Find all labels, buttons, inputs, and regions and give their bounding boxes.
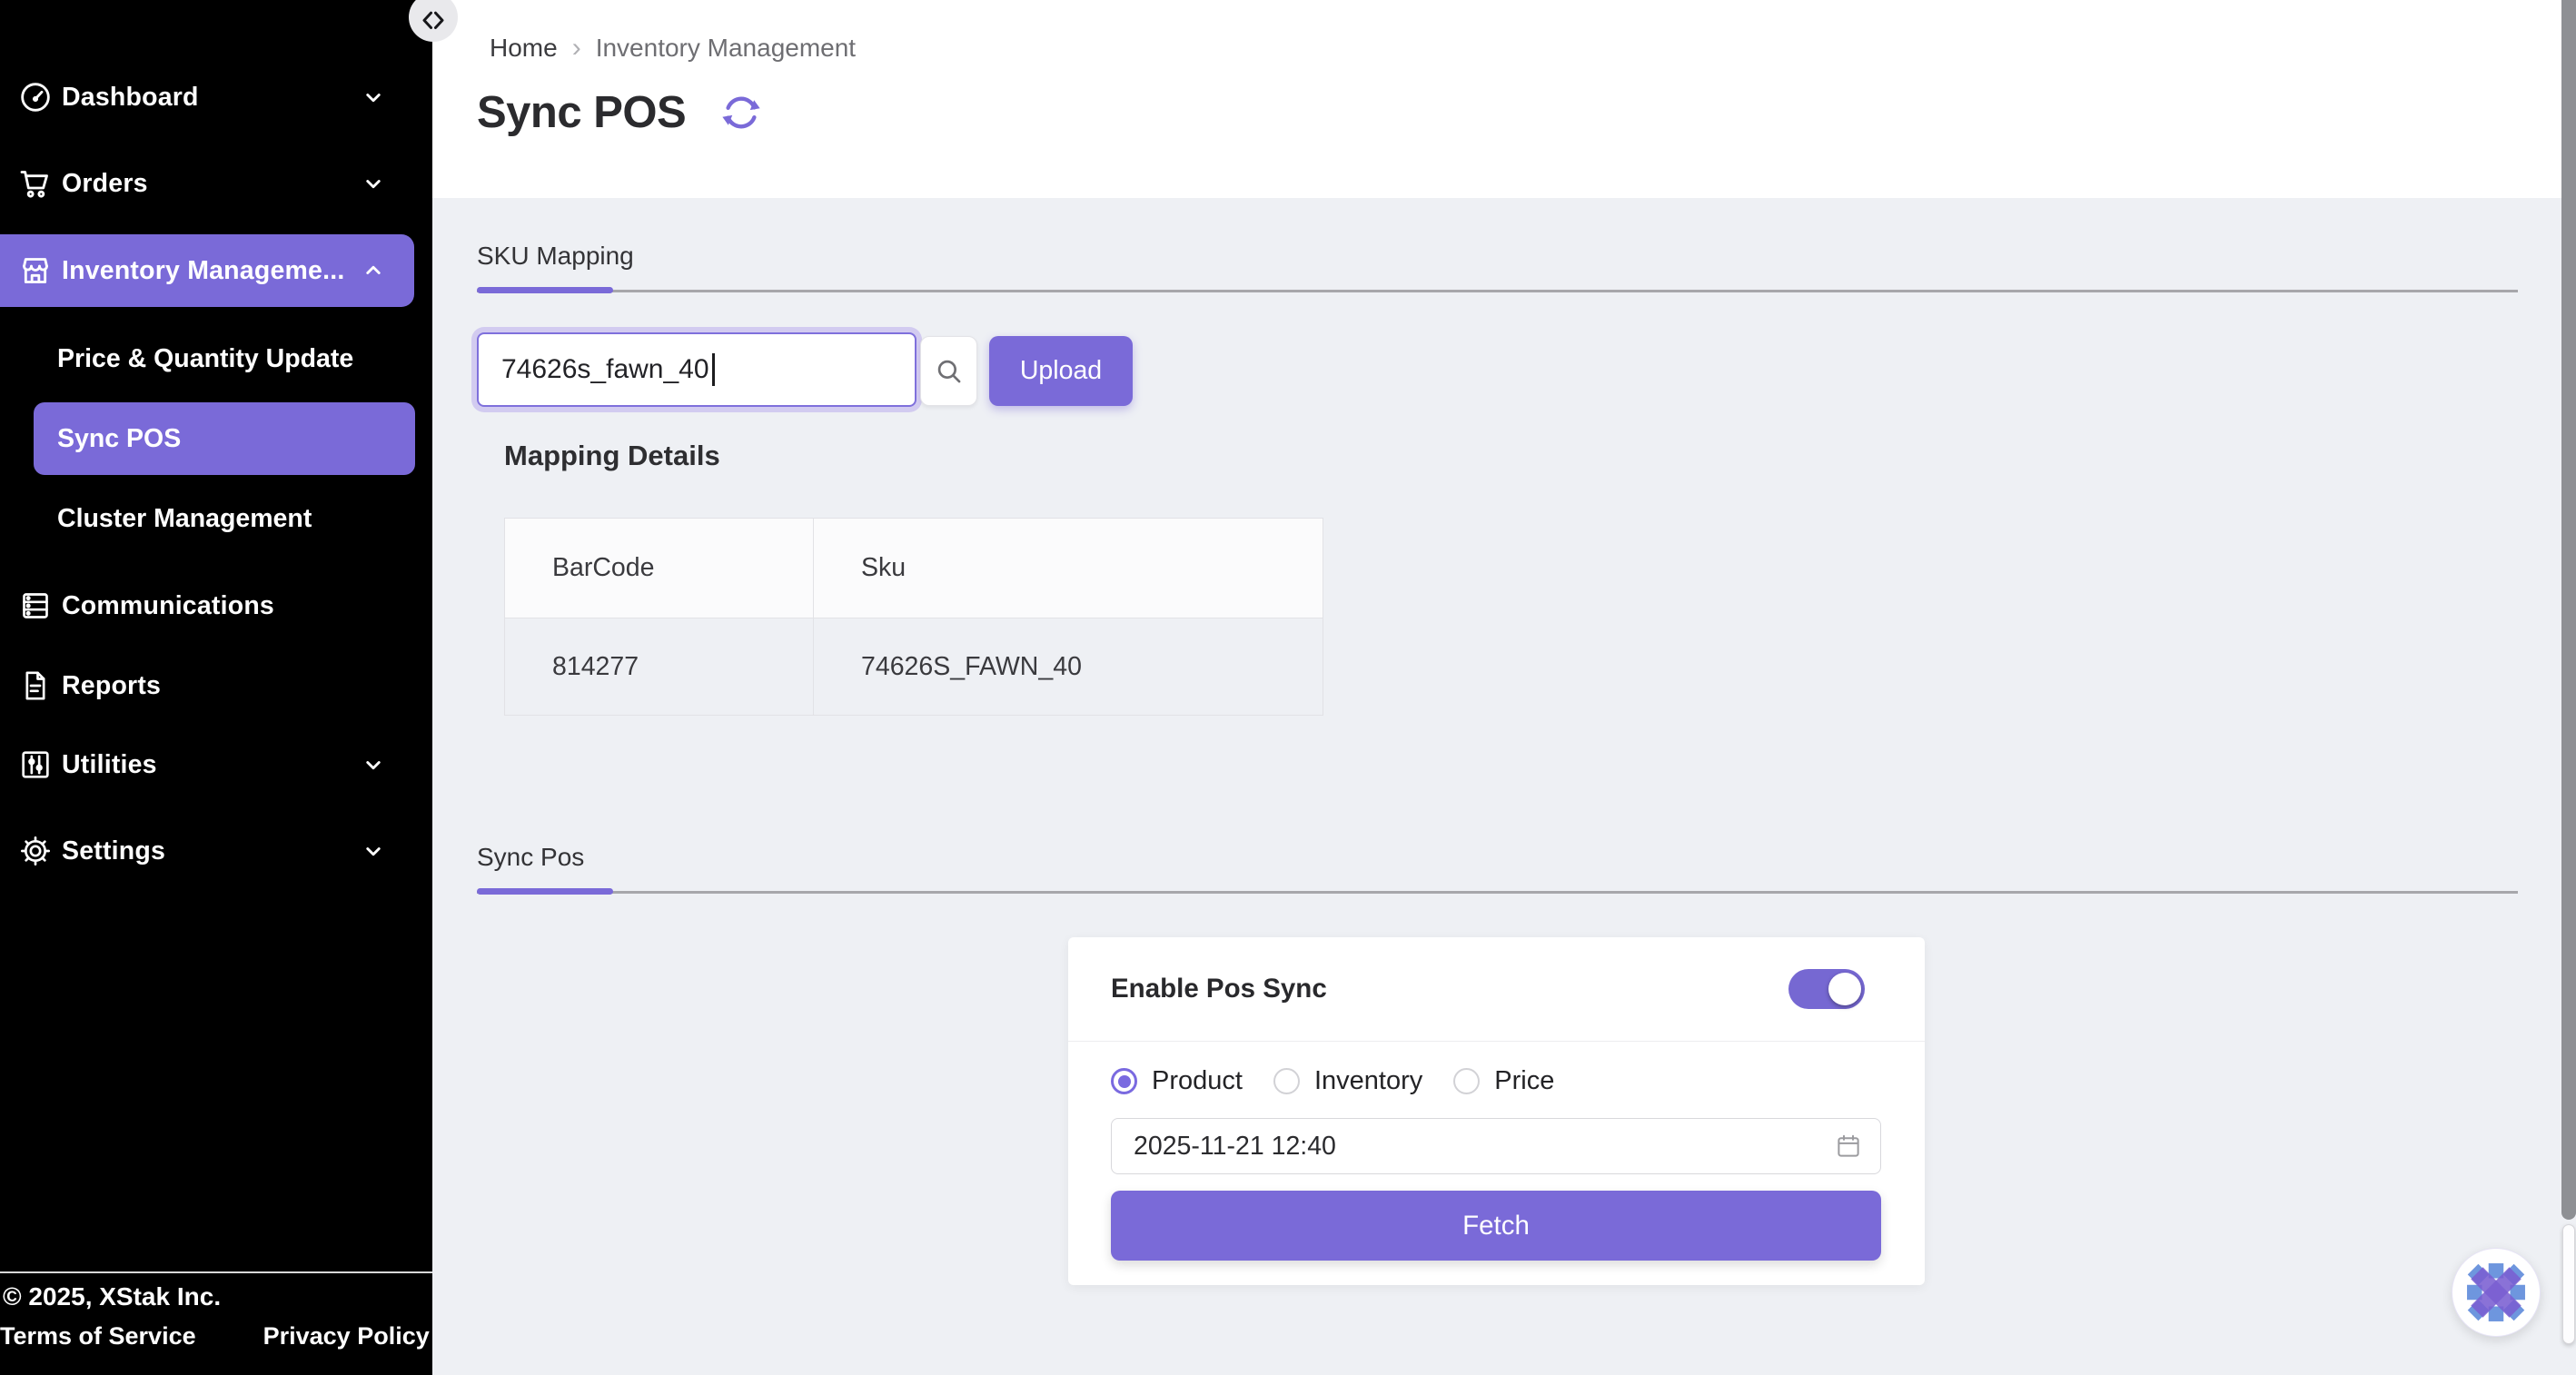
tab-sku-mapping[interactable]: SKU Mapping: [477, 242, 634, 270]
search-button[interactable]: [920, 336, 977, 406]
chevron-up-icon: [360, 257, 387, 284]
datetime-value: 2025-11-21 12:40: [1134, 1131, 1336, 1161]
terms-of-service-link[interactable]: Terms of Service: [0, 1322, 196, 1350]
cart-icon: [16, 164, 54, 203]
breadcrumb-separator: ›: [571, 33, 581, 63]
sidebar-collapse-button[interactable]: [409, 0, 458, 42]
table-header-row: BarCode Sku: [505, 519, 1323, 618]
refresh-icon[interactable]: [718, 90, 764, 135]
sidebar: Dashboard Orders: [0, 0, 432, 1375]
toggle-knob: [1828, 973, 1861, 1005]
sidebar-item-cluster-management[interactable]: Cluster Management: [0, 484, 432, 553]
sidebar-active-highlight: [0, 234, 414, 307]
sidebar-item-reports[interactable]: Reports: [0, 651, 432, 720]
text-caret: [711, 353, 715, 386]
sku-search-value: 74626s_fawn_40: [501, 354, 709, 384]
table-cell-sku: 74626S_FAWN_40: [861, 651, 1082, 681]
main-content: Home › Inventory Management Sync POS SKU…: [432, 0, 2576, 1375]
tab-bar-line: [477, 290, 2518, 292]
radio-label: Product: [1152, 1066, 1243, 1095]
tab-active-indicator: [477, 287, 613, 293]
gauge-icon: [16, 78, 54, 116]
sku-search-input[interactable]: 74626s_fawn_40: [477, 332, 916, 407]
upload-button[interactable]: Upload: [989, 336, 1133, 406]
sidebar-item-label: Communications: [62, 590, 274, 620]
chevron-down-icon: [360, 170, 387, 197]
sync-pos-card: Enable Pos Sync Product Inventory Price: [1068, 937, 1925, 1285]
tab-bar-line: [477, 891, 2518, 894]
sidebar-item-price-quantity-update[interactable]: Price & Quantity Update: [0, 324, 432, 393]
sidebar-item-label: Inventory Manageme...: [62, 255, 345, 285]
calendar-icon: [1838, 1134, 1859, 1157]
sidebar-item-label: Reports: [62, 670, 162, 700]
asterisk-flower-icon: [2467, 1263, 2525, 1321]
page-title: Sync POS: [477, 88, 687, 137]
widget-launcher-button[interactable]: [2452, 1248, 2541, 1337]
page-header-background: [432, 0, 2576, 198]
table-cell-barcode: 814277: [505, 618, 814, 715]
sidebar-item-dashboard[interactable]: Dashboard: [0, 63, 432, 132]
sidebar-subitem-active-highlight: [34, 402, 415, 475]
chevron-down-icon: [360, 84, 387, 111]
gear-icon: [16, 832, 54, 870]
sidebar-item-label: Orders: [62, 168, 148, 198]
enable-pos-sync-toggle[interactable]: [1788, 969, 1865, 1009]
sidebar-item-label: Price & Quantity Update: [57, 343, 354, 373]
datetime-input[interactable]: 2025-11-21 12:40: [1111, 1118, 1881, 1174]
sidebar-item-label: Utilities: [62, 749, 157, 779]
sidebar-item-label: Sync POS: [57, 423, 182, 453]
sidebar-item-settings[interactable]: Settings: [0, 816, 432, 885]
radio-price[interactable]: Price: [1453, 1066, 1554, 1096]
radio-inventory[interactable]: Inventory: [1273, 1066, 1422, 1096]
sidebar-item-inventory-management[interactable]: Inventory Manageme...: [0, 236, 432, 305]
file-icon: [16, 667, 54, 705]
radio-unselected-icon: [1453, 1068, 1481, 1094]
search-icon: [937, 360, 960, 382]
breadcrumb: Home › Inventory Management: [490, 33, 856, 64]
radio-product[interactable]: Product: [1111, 1066, 1243, 1096]
chevron-down-icon: [360, 837, 387, 865]
radio-label: Price: [1494, 1066, 1555, 1095]
privacy-policy-link[interactable]: Privacy Policy: [263, 1322, 430, 1350]
sidebar-item-label: Dashboard: [62, 82, 199, 112]
sidebar-footer-links: Terms of Service Privacy Policy: [0, 1322, 430, 1350]
sidebar-item-label: Cluster Management: [57, 503, 312, 533]
mapping-table: BarCode Sku 814277 74626S_FAWN_40: [504, 518, 1323, 716]
server-icon: [16, 587, 54, 625]
chevron-down-icon: [360, 751, 387, 778]
radio-unselected-icon: [1273, 1068, 1300, 1094]
breadcrumb-current: Inventory Management: [595, 34, 857, 62]
table-row: 814277 74626S_FAWN_40: [505, 618, 1323, 715]
store-icon: [16, 252, 54, 290]
table-header-barcode: BarCode: [505, 519, 814, 618]
enable-pos-sync-label: Enable Pos Sync: [1111, 974, 1327, 1004]
sidebar-item-communications[interactable]: Communications: [0, 571, 432, 640]
card-header: Enable Pos Sync: [1068, 937, 1925, 1042]
fetch-button[interactable]: Fetch: [1111, 1191, 1881, 1261]
sync-type-radio-group: Product Inventory Price: [1111, 1066, 1554, 1096]
table-header-sku: Sku: [814, 519, 1323, 618]
code-chevrons-icon: [422, 11, 444, 29]
breadcrumb-home-link[interactable]: Home: [490, 34, 558, 62]
scrollbar-thumb[interactable]: [2562, 1224, 2575, 1344]
copyright-text: © 2025, XStak Inc.: [3, 1282, 222, 1311]
sidebar-footer-divider: [0, 1271, 432, 1273]
scrollbar-track[interactable]: [2561, 0, 2576, 1220]
mapping-details-heading: Mapping Details: [504, 440, 720, 471]
radio-selected-icon: [1111, 1068, 1137, 1094]
sidebar-item-utilities[interactable]: Utilities: [0, 730, 432, 799]
tab-sync-pos[interactable]: Sync Pos: [477, 843, 585, 871]
sidebar-item-label: Settings: [62, 836, 166, 866]
tab-active-indicator: [477, 888, 613, 895]
sidebar-item-sync-pos[interactable]: Sync POS: [0, 404, 432, 473]
sliders-icon: [16, 746, 54, 784]
sidebar-item-orders[interactable]: Orders: [0, 149, 432, 218]
radio-label: Inventory: [1313, 1066, 1423, 1095]
